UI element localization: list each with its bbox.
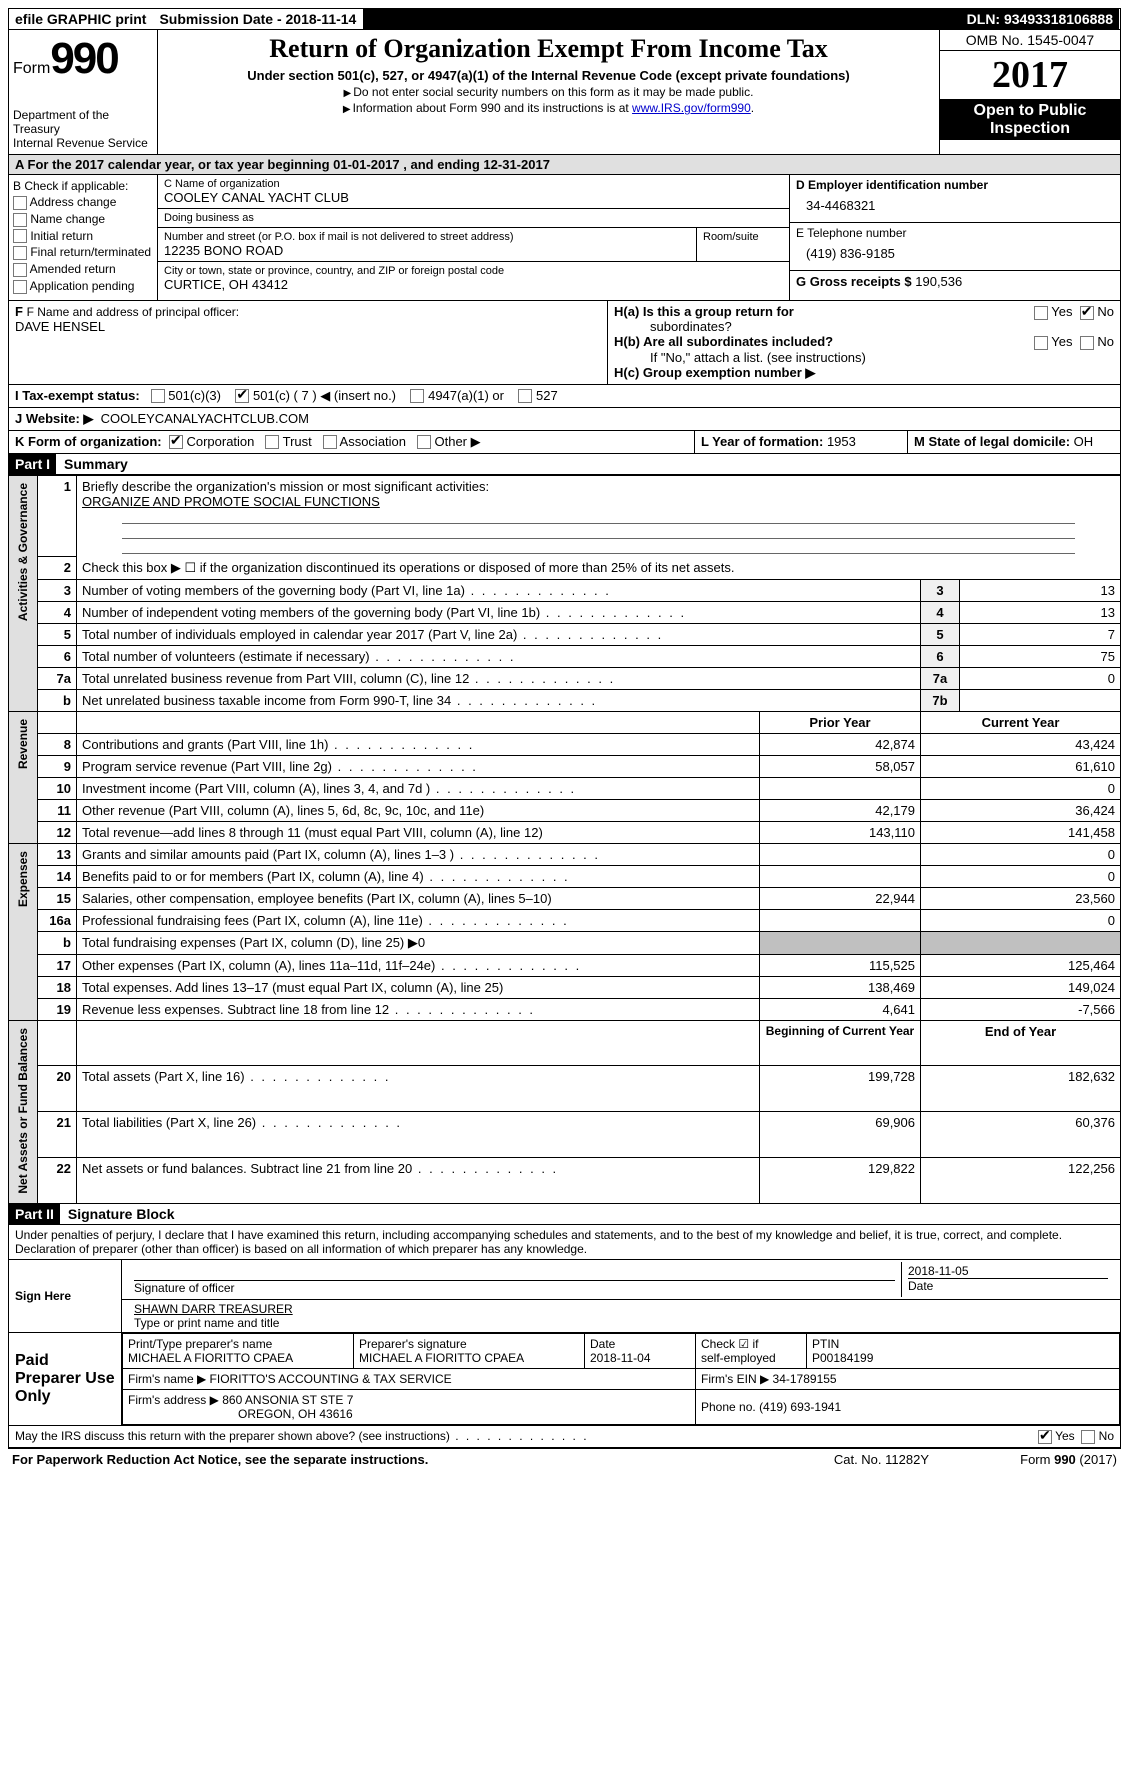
ein-value: 34-4468321 <box>796 192 1114 219</box>
dba-label: Doing business as <box>164 212 783 224</box>
row-i-tax-status: I Tax-exempt status: 501(c)(3) 501(c) ( … <box>8 385 1121 408</box>
street-label: Number and street (or P.O. box if mail i… <box>164 231 690 243</box>
officer-label: F F Name and address of principal office… <box>15 304 601 319</box>
signature-block: Under penalties of perjury, I declare th… <box>8 1225 1121 1448</box>
col-de-identifiers: D Employer identification number 34-4468… <box>789 175 1120 300</box>
form-label: Form990 <box>13 34 153 84</box>
form-note-link: Information about Form 990 and its instr… <box>166 101 931 115</box>
officer-name: DAVE HENSEL <box>15 319 601 334</box>
signature-date-label: Date <box>908 1279 1108 1293</box>
org-name: COOLEY CANAL YACHT CLUB <box>164 190 783 205</box>
submission-date: Submission Date - 2018-11-14 <box>153 9 363 29</box>
row-k-l-m: K Form of organization: Corporation Trus… <box>8 431 1121 454</box>
efile-print-button[interactable]: efile GRAPHIC print <box>9 9 153 29</box>
vlabel-net-assets: Net Assets or Fund Balances <box>16 1024 30 1198</box>
row-j-website: J Website: ▶ COOLEYCANALYACHTCLUB.COM <box>8 408 1121 431</box>
vlabel-expenses: Expenses <box>16 847 30 911</box>
form-title: Return of Organization Exempt From Incom… <box>166 34 931 64</box>
dln: DLN: 93493318106888 <box>961 9 1120 29</box>
org-name-label: C Name of organization <box>164 178 783 190</box>
vlabel-activities-governance: Activities & Governance <box>16 479 30 625</box>
paid-preparer-table: Print/Type preparer's nameMICHAEL A FIOR… <box>122 1333 1120 1425</box>
vlabel-revenue: Revenue <box>16 715 30 773</box>
signature-officer-label: Signature of officer <box>134 1281 895 1295</box>
paid-preparer-label: Paid Preparer Use Only <box>9 1333 122 1425</box>
omb-number: OMB No. 1545-0047 <box>940 30 1120 51</box>
gross-receipts: G Gross receipts $ 190,536 <box>790 271 1120 292</box>
phone-label: E Telephone number <box>796 226 1114 240</box>
dept-label: Department of the Treasury Internal Reve… <box>13 108 153 150</box>
street-value: 12235 BONO ROAD <box>164 243 690 258</box>
row-l-year: L Year of formation: 1953 <box>694 431 907 453</box>
phone-value: (419) 836-9185 <box>796 240 1114 267</box>
form-header: Form990 Department of the Treasury Inter… <box>8 30 1121 155</box>
part-1-summary-table: Activities & Governance 1 Briefly descri… <box>8 475 1121 1205</box>
section-b-to-g: B Check if applicable: Address change Na… <box>8 175 1121 301</box>
officer-printed-name: SHAWN DARR TREASURER <box>134 1302 1108 1316</box>
cb-amended-return[interactable]: Amended return <box>13 262 153 277</box>
topbar: efile GRAPHIC print Submission Date - 20… <box>8 8 1121 30</box>
part-2-header: Part II Signature Block <box>8 1204 1121 1225</box>
form-note-ssn: Do not enter social security numbers on … <box>166 85 931 99</box>
room-label: Room/suite <box>703 231 783 243</box>
city-label: City or town, state or province, country… <box>164 265 783 277</box>
signature-date: 2018-11-05 <box>908 1264 1108 1279</box>
discuss-row: May the IRS discuss this return with the… <box>9 1425 1120 1447</box>
cb-name-change[interactable]: Name change <box>13 212 153 227</box>
col-c-org-info: C Name of organization COOLEY CANAL YACH… <box>158 175 789 300</box>
tax-year: 2017 <box>940 51 1120 100</box>
row-k-form-org: K Form of organization: Corporation Trus… <box>9 431 694 453</box>
cb-initial-return[interactable]: Initial return <box>13 229 153 244</box>
part-1-header: Part I Summary <box>8 454 1121 475</box>
sign-here-label: Sign Here <box>9 1260 122 1332</box>
officer-printed-name-label: Type or print name and title <box>134 1316 1108 1330</box>
row-a-tax-year: A For the 2017 calendar year, or tax yea… <box>8 155 1121 175</box>
cb-application-pending[interactable]: Application pending <box>13 279 153 294</box>
cb-address-change[interactable]: Address change <box>13 195 153 210</box>
open-to-public: Open to PublicInspection <box>940 100 1120 140</box>
row-f-h: F F Name and address of principal office… <box>8 301 1121 385</box>
form-subtitle: Under section 501(c), 527, or 4947(a)(1)… <box>166 68 931 83</box>
col-b-checkboxes: B Check if applicable: Address change Na… <box>9 175 158 300</box>
cb-final-return[interactable]: Final return/terminated <box>13 245 153 260</box>
perjury-declaration: Under penalties of perjury, I declare th… <box>9 1225 1120 1260</box>
city-value: CURTICE, OH 43412 <box>164 277 783 292</box>
row-m-state: M State of legal domicile: OH <box>907 431 1120 453</box>
col-h-group: H(a) Is this a group return for subordin… <box>607 301 1120 384</box>
page-footer: For Paperwork Reduction Act Notice, see … <box>8 1448 1121 1470</box>
ein-label: D Employer identification number <box>796 178 1114 192</box>
irs-link[interactable]: www.IRS.gov/form990 <box>632 101 751 115</box>
